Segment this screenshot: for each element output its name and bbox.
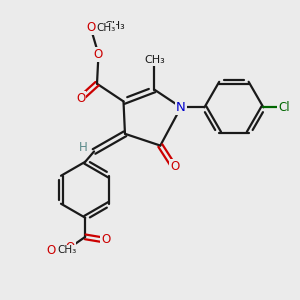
Text: O: O (94, 48, 103, 61)
Text: N: N (176, 101, 186, 114)
Text: CH₃: CH₃ (57, 245, 76, 255)
Text: O: O (86, 21, 96, 34)
Text: O: O (101, 233, 110, 246)
Text: Cl: Cl (278, 101, 290, 114)
Text: O: O (76, 92, 86, 105)
Text: CH₃: CH₃ (96, 23, 116, 33)
Text: H: H (80, 141, 88, 154)
Text: O: O (47, 244, 56, 256)
Text: O: O (66, 241, 75, 254)
Text: CH₃: CH₃ (144, 55, 165, 65)
Text: O: O (86, 21, 96, 34)
Text: CH₃: CH₃ (104, 21, 125, 31)
Text: O: O (170, 160, 180, 173)
